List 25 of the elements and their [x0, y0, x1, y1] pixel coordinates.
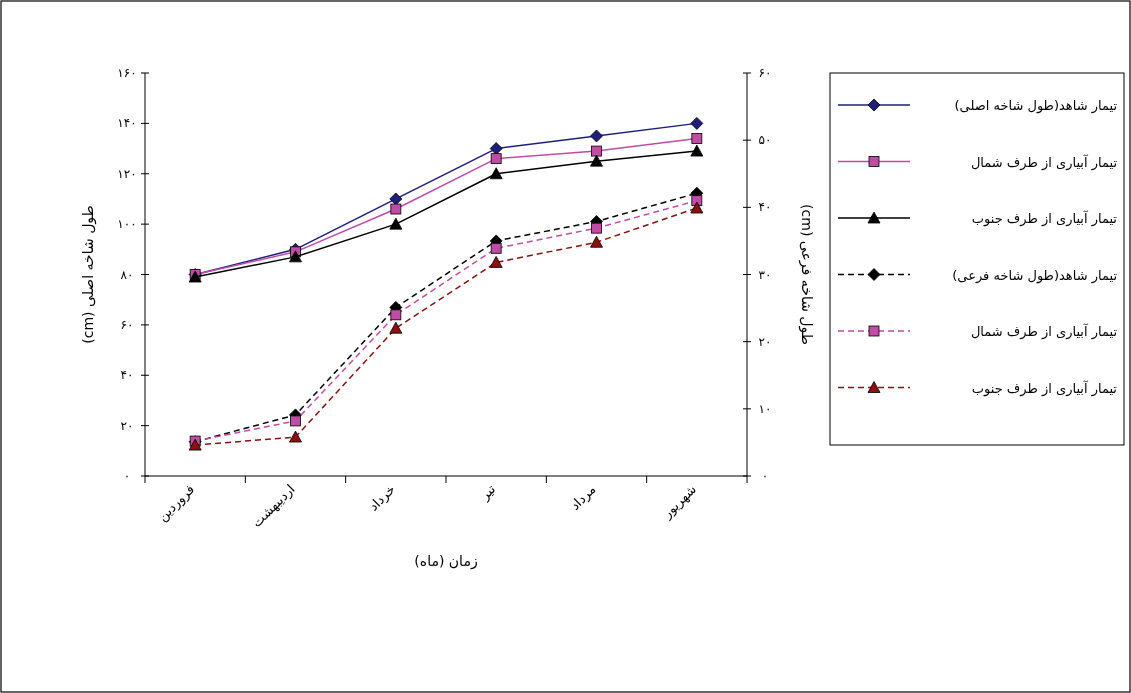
x-tick-label: مرداد	[567, 481, 600, 514]
y2-tick-label: ۵۰	[758, 133, 772, 148]
x-axis-title: زمان (ماه)	[414, 553, 478, 570]
y-tick-label: ۶۰	[120, 317, 134, 332]
x-tick-label: اردیبهشت	[249, 481, 299, 531]
x-tick-label: فروردین	[154, 481, 198, 525]
y2-tick-label: ۴۰	[758, 200, 772, 215]
y2-tick-label: ۲۰	[758, 334, 772, 349]
y-tick-label: ۱۲۰	[117, 166, 137, 181]
y2-tick-label: ۶۰	[758, 66, 772, 80]
y-tick-label: ۱۰۰	[117, 217, 137, 232]
x-tick-label: خرداد	[365, 481, 399, 515]
x-tick-label: تیر	[476, 481, 500, 504]
y2-tick-label: ۳۰	[758, 267, 772, 282]
y-tick-label: ۲۰	[120, 418, 134, 433]
y2-tick-label: ۱۰	[758, 401, 772, 416]
y-tick-label: ۴۰	[120, 368, 134, 383]
y2-tick-label: ۰	[761, 469, 769, 483]
y-axis-title: طول شاخه اصلی (cm)	[80, 205, 97, 344]
x-tick-label: شهریور	[658, 481, 700, 523]
y-tick-label: ۱۴۰	[117, 116, 137, 131]
y-tick-label: ۸۰	[120, 267, 134, 282]
y-tick-label: ۱۶۰	[117, 66, 137, 80]
y-tick-label: ۰	[123, 469, 131, 483]
y2-axis-title: طول شاخه فرعی (cm)	[798, 204, 815, 345]
